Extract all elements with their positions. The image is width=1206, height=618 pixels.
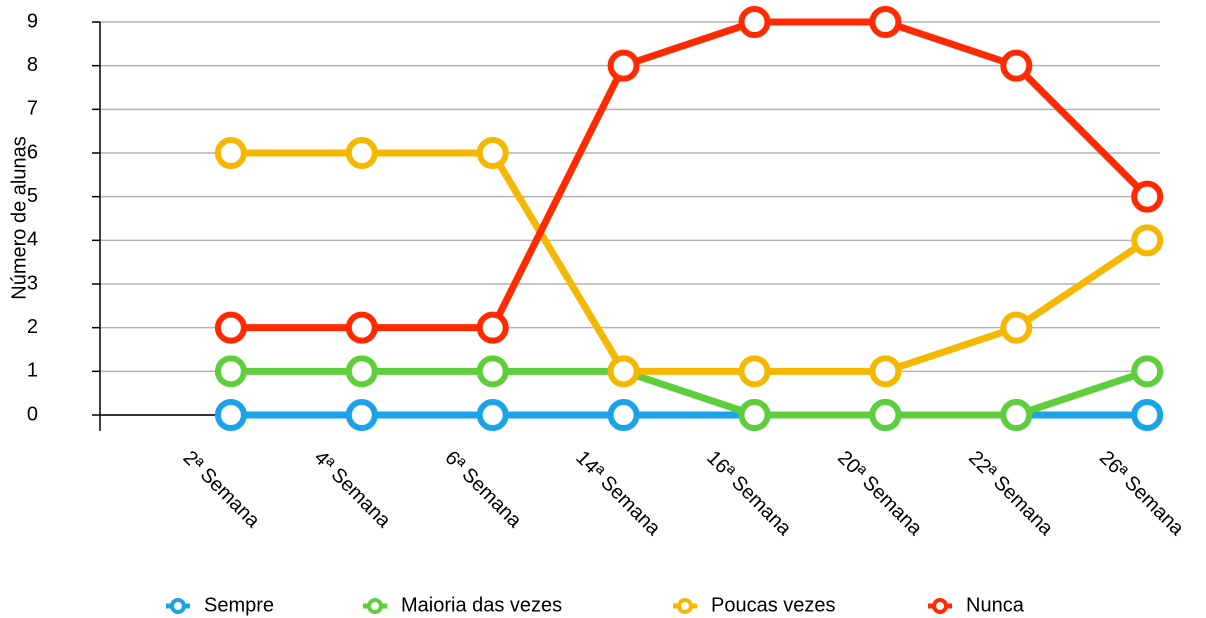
x-tick-label: 16ª Semana xyxy=(702,447,796,541)
point-marker xyxy=(1000,311,1033,344)
x-tick-label: 22ª Semana xyxy=(964,447,1058,541)
point-marker xyxy=(738,6,771,38)
legend-item: Poucas vezes xyxy=(673,594,836,616)
y-tick-label: 5 xyxy=(27,185,38,207)
point-marker xyxy=(345,399,378,431)
point-marker xyxy=(214,311,247,344)
series-line xyxy=(230,149,1150,375)
legend-marker xyxy=(367,598,383,614)
y-tick-label: 1 xyxy=(27,360,38,382)
point-marker xyxy=(1131,399,1164,431)
point-marker xyxy=(869,6,902,38)
point-marker xyxy=(345,137,378,169)
x-tick-label: 14ª Semana xyxy=(571,447,665,541)
point-marker xyxy=(1131,224,1164,257)
point-marker xyxy=(214,355,247,388)
point-marker xyxy=(869,355,902,388)
y-tick-label: 4 xyxy=(27,229,38,251)
legend-label: Poucas vezes xyxy=(711,594,836,616)
legend-item: Maioria das vezes xyxy=(363,594,562,616)
point-marker xyxy=(738,399,771,431)
x-tick-label: 6ª Semana xyxy=(440,447,526,533)
legend-label: Nunca xyxy=(966,594,1025,616)
series-line xyxy=(230,367,1149,419)
point-marker xyxy=(345,355,378,388)
point-marker xyxy=(476,399,509,431)
x-tick-label: 4ª Semana xyxy=(310,447,396,533)
y-tick-label: 0 xyxy=(27,403,38,425)
y-tick-label: 9 xyxy=(27,10,38,32)
legend-item: Nunca xyxy=(928,594,1025,616)
x-tick-label: 20ª Semana xyxy=(833,447,927,541)
y-tick-label: 6 xyxy=(27,141,38,163)
y-tick-label: 3 xyxy=(27,272,38,294)
legend-item: Sempre xyxy=(166,594,274,616)
point-marker xyxy=(607,399,640,431)
x-tick-label: 26ª Semana xyxy=(1095,447,1189,541)
series-line xyxy=(230,18,1150,332)
point-marker xyxy=(214,399,247,431)
y-tick-label: 8 xyxy=(27,54,38,76)
point-marker xyxy=(1131,355,1164,388)
point-marker xyxy=(476,311,509,344)
legend-marker xyxy=(677,598,693,614)
legend-marker xyxy=(932,598,948,614)
y-tick-label: 2 xyxy=(27,316,38,338)
point-marker xyxy=(738,355,771,388)
point-marker xyxy=(476,355,509,388)
point-marker xyxy=(214,137,247,169)
point-marker xyxy=(1000,49,1033,82)
legend-marker xyxy=(170,598,186,614)
point-marker xyxy=(607,355,640,388)
x-tick-label: 2ª Semana xyxy=(179,447,265,533)
y-tick-label: 7 xyxy=(27,98,38,120)
point-marker xyxy=(1000,399,1033,431)
y-axis-label: Número de alunas xyxy=(8,136,30,299)
legend-label: Sempre xyxy=(204,594,274,616)
point-marker xyxy=(1131,180,1164,213)
legend-label: Maioria das vezes xyxy=(401,594,562,616)
point-marker xyxy=(476,137,509,169)
point-marker xyxy=(869,399,902,431)
point-marker xyxy=(607,49,640,82)
point-marker xyxy=(345,311,378,344)
